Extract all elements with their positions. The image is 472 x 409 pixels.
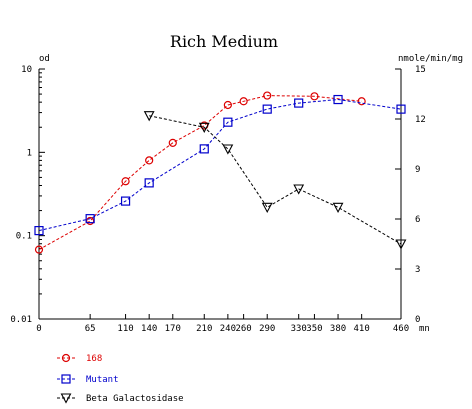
data-point-beta-galactosidase <box>395 239 407 250</box>
data-point-mutant <box>34 226 44 236</box>
data-point-beta-galactosidase <box>222 144 234 155</box>
series-line-mutant <box>38 98 402 232</box>
data-point-168 <box>121 177 130 186</box>
x-tick-label: 330 <box>291 324 307 334</box>
data-point-beta-galactosidase <box>332 202 344 214</box>
legend-marker-beta-galactosidase <box>60 393 72 404</box>
x-tick-label: 110 <box>117 324 133 334</box>
right-tick-label: 12 <box>415 115 426 125</box>
data-point-168 <box>239 97 248 106</box>
data-point-mutant <box>223 117 233 127</box>
x-tick-label: 260 <box>235 324 251 334</box>
x-axis-unit-label: mn <box>419 324 430 334</box>
data-point-mutant <box>120 196 131 206</box>
series-line-beta-galactosidase <box>149 115 402 245</box>
x-tick-label: 350 <box>306 324 322 334</box>
legend-label-168: 168 <box>86 354 102 364</box>
data-point-beta-galactosidase <box>293 184 305 195</box>
data-point-168 <box>263 91 272 100</box>
left-tick-label: 1 <box>27 148 32 158</box>
right-tick-label: 6 <box>415 215 420 225</box>
x-tick-label: 0 <box>36 324 41 334</box>
x-tick-label: 380 <box>330 324 346 334</box>
legend-marker-168 <box>61 353 71 363</box>
legend-marker-mutant <box>61 374 71 384</box>
x-tick-label: 140 <box>141 324 157 334</box>
data-point-168 <box>34 245 44 254</box>
data-point-beta-galactosidase <box>198 122 210 134</box>
data-point-beta-galactosidase <box>143 111 155 122</box>
x-tick-label: 210 <box>196 324 212 334</box>
data-point-mutant <box>294 98 304 108</box>
data-point-mutant <box>199 144 209 154</box>
left-tick-label: 0.01 <box>10 315 32 325</box>
x-tick-label: 290 <box>259 324 275 334</box>
right-tick-label: 3 <box>415 265 420 275</box>
right-axis-label: nmole/min/mg <box>398 54 463 64</box>
right-tick-label: 0 <box>415 315 420 325</box>
series-line-168 <box>38 95 362 251</box>
data-point-168 <box>145 156 154 165</box>
data-point-mutant <box>396 104 406 114</box>
x-tick-label: 170 <box>165 324 181 334</box>
data-point-168 <box>223 100 232 110</box>
data-point-mutant <box>144 178 154 188</box>
data-point-168 <box>168 138 177 147</box>
right-tick-label: 15 <box>415 65 426 75</box>
data-point-mutant <box>333 94 343 105</box>
left-tick-label: 10 <box>21 65 32 75</box>
legend-label-mutant: Mutant <box>86 375 119 385</box>
data-point-168 <box>310 92 319 101</box>
data-point-168 <box>357 97 366 106</box>
x-tick-label: 240 <box>220 324 236 334</box>
legend-label-beta-galactosidase: Beta Galactosidase <box>86 394 184 404</box>
left-axis-label: od <box>39 54 50 64</box>
data-point-mutant <box>85 214 95 224</box>
x-tick-label: 65 <box>85 324 96 334</box>
data-point-beta-galactosidase <box>261 202 273 214</box>
x-tick-label: 410 <box>354 324 370 334</box>
x-tick-label: 460 <box>393 324 409 334</box>
data-point-mutant <box>262 104 272 114</box>
right-tick-label: 9 <box>415 165 420 175</box>
chart-title: Rich Medium <box>170 32 278 51</box>
left-tick-label: 0.1 <box>16 232 32 242</box>
